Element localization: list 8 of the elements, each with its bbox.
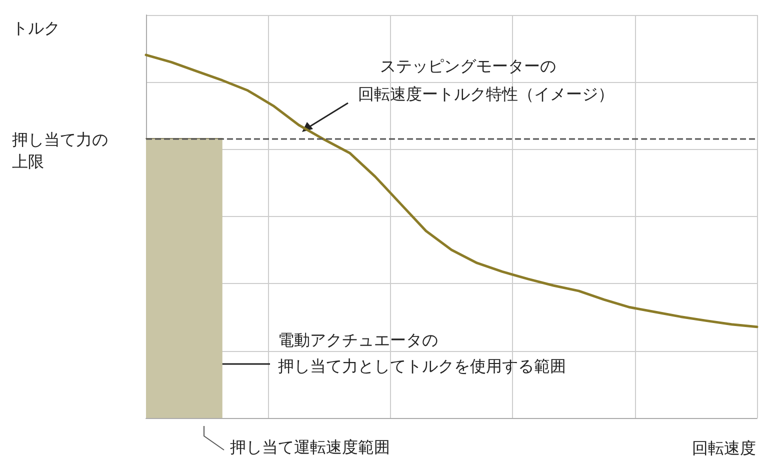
- annotation: 電動アクチュエータの: [278, 330, 438, 350]
- annotation: 回転速度ートルク特性（イメージ）: [358, 84, 614, 104]
- x-axis-title: 回転速度: [692, 438, 756, 458]
- ref-line-label: 押し当て力の上限: [12, 130, 108, 171]
- annotation: 押し当て力としてトルクを使用する範囲: [278, 356, 566, 376]
- text: 押し当て運転速度範囲: [230, 438, 390, 456]
- annotation: ステッピングモーターの: [380, 56, 556, 76]
- text: トルク: [12, 18, 60, 38]
